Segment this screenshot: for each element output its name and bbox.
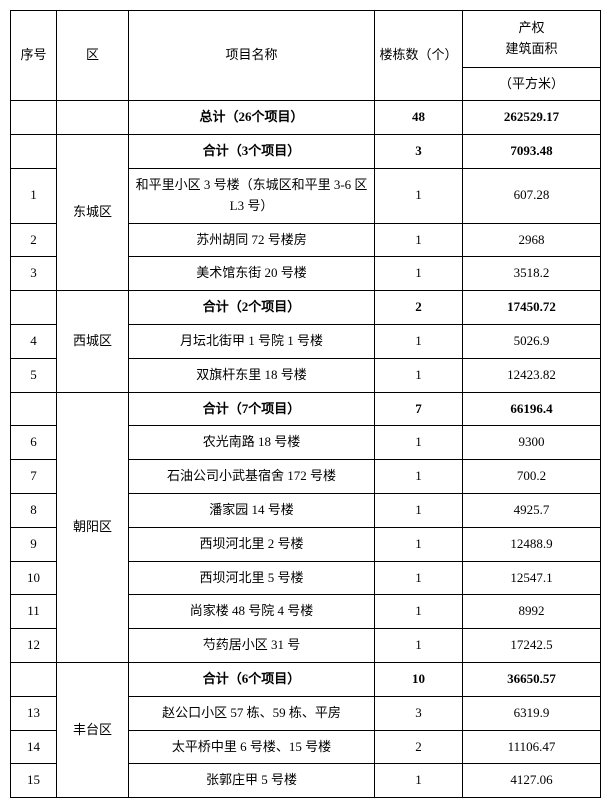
project-name-cell: 美术馆东街 20 号楼 (129, 257, 375, 291)
empty-cell (11, 662, 57, 696)
subtotal-count: 2 (375, 291, 463, 325)
empty-cell (11, 101, 57, 135)
area-size-cell: 12488.9 (463, 527, 601, 561)
area-size-cell: 6319.9 (463, 696, 601, 730)
header-size-unit: （平方米） (463, 67, 601, 101)
empty-cell (11, 135, 57, 169)
header-size: 产权建筑面积 (463, 11, 601, 68)
building-count-cell: 1 (375, 595, 463, 629)
district-cell: 西城区 (57, 291, 129, 392)
project-name-cell: 月坛北街甲 1 号院 1 号楼 (129, 324, 375, 358)
table-row: 东城区合计（3个项目）37093.48 (11, 135, 601, 169)
building-count-cell: 1 (375, 764, 463, 798)
table-row: 西城区合计（2个项目）217450.72 (11, 291, 601, 325)
subtotal-count: 10 (375, 662, 463, 696)
area-size-cell: 11106.47 (463, 730, 601, 764)
area-size-cell: 9300 (463, 426, 601, 460)
project-name-cell: 张郭庄甲 5 号楼 (129, 764, 375, 798)
table-row: 朝阳区合计（7个项目）766196.4 (11, 392, 601, 426)
subtotal-name: 合计（3个项目） (129, 135, 375, 169)
subtotal-name: 合计（2个项目） (129, 291, 375, 325)
project-name-cell: 芍药居小区 31 号 (129, 629, 375, 663)
area-size-cell: 607.28 (463, 168, 601, 223)
building-count-cell: 1 (375, 358, 463, 392)
header-name: 项目名称 (129, 11, 375, 101)
area-size-cell: 12547.1 (463, 561, 601, 595)
area-size-cell: 5026.9 (463, 324, 601, 358)
project-name-cell: 农光南路 18 号楼 (129, 426, 375, 460)
building-count-cell: 2 (375, 730, 463, 764)
area-size-cell: 8992 (463, 595, 601, 629)
project-name-cell: 尚家楼 48 号院 4 号楼 (129, 595, 375, 629)
project-name-cell: 西坝河北里 5 号楼 (129, 561, 375, 595)
district-cell: 朝阳区 (57, 392, 129, 662)
table-row: 总计（26个项目）48262529.17 (11, 101, 601, 135)
seq-cell: 9 (11, 527, 57, 561)
area-size-cell: 3518.2 (463, 257, 601, 291)
project-name-cell: 和平里小区 3 号楼（东城区和平里 3-6 区 L3 号） (129, 168, 375, 223)
area-size-cell: 700.2 (463, 460, 601, 494)
empty-cell (57, 101, 129, 135)
building-count-cell: 1 (375, 493, 463, 527)
project-name-cell: 太平桥中里 6 号楼、15 号楼 (129, 730, 375, 764)
area-size-cell: 17242.5 (463, 629, 601, 663)
building-count-cell: 1 (375, 168, 463, 223)
subtotal-size: 36650.57 (463, 662, 601, 696)
project-name-cell: 潘家园 14 号楼 (129, 493, 375, 527)
project-name-cell: 西坝河北里 2 号楼 (129, 527, 375, 561)
total-name: 总计（26个项目） (129, 101, 375, 135)
empty-cell (11, 291, 57, 325)
building-count-cell: 1 (375, 527, 463, 561)
seq-cell: 13 (11, 696, 57, 730)
project-name-cell: 双旗杆东里 18 号楼 (129, 358, 375, 392)
seq-cell: 14 (11, 730, 57, 764)
project-name-cell: 赵公口小区 57 栋、59 栋、平房 (129, 696, 375, 730)
district-cell: 丰台区 (57, 662, 129, 797)
subtotal-count: 3 (375, 135, 463, 169)
subtotal-count: 7 (375, 392, 463, 426)
seq-cell: 10 (11, 561, 57, 595)
seq-cell: 11 (11, 595, 57, 629)
building-count-cell: 1 (375, 426, 463, 460)
seq-cell: 6 (11, 426, 57, 460)
empty-cell (11, 392, 57, 426)
district-cell: 东城区 (57, 135, 129, 291)
project-table: 序号区项目名称楼栋数（个）产权建筑面积（平方米）总计（26个项目）4826252… (10, 10, 601, 798)
header-area: 区 (57, 11, 129, 101)
subtotal-size: 7093.48 (463, 135, 601, 169)
building-count-cell: 1 (375, 561, 463, 595)
building-count-cell: 1 (375, 460, 463, 494)
project-name-cell: 石油公司小武基宿舍 172 号楼 (129, 460, 375, 494)
building-count-cell: 1 (375, 324, 463, 358)
building-count-cell: 1 (375, 629, 463, 663)
area-size-cell: 12423.82 (463, 358, 601, 392)
area-size-cell: 4925.7 (463, 493, 601, 527)
seq-cell: 1 (11, 168, 57, 223)
header-seq: 序号 (11, 11, 57, 101)
building-count-cell: 1 (375, 257, 463, 291)
total-size: 262529.17 (463, 101, 601, 135)
header-count: 楼栋数（个） (375, 11, 463, 101)
seq-cell: 5 (11, 358, 57, 392)
total-count: 48 (375, 101, 463, 135)
seq-cell: 2 (11, 223, 57, 257)
seq-cell: 15 (11, 764, 57, 798)
seq-cell: 7 (11, 460, 57, 494)
subtotal-size: 66196.4 (463, 392, 601, 426)
project-name-cell: 苏州胡同 72 号楼房 (129, 223, 375, 257)
table-row: 丰台区合计（6个项目）1036650.57 (11, 662, 601, 696)
building-count-cell: 3 (375, 696, 463, 730)
seq-cell: 12 (11, 629, 57, 663)
building-count-cell: 1 (375, 223, 463, 257)
subtotal-name: 合计（7个项目） (129, 392, 375, 426)
subtotal-name: 合计（6个项目） (129, 662, 375, 696)
seq-cell: 3 (11, 257, 57, 291)
seq-cell: 4 (11, 324, 57, 358)
area-size-cell: 2968 (463, 223, 601, 257)
area-size-cell: 4127.06 (463, 764, 601, 798)
seq-cell: 8 (11, 493, 57, 527)
table-row: 序号区项目名称楼栋数（个）产权建筑面积 (11, 11, 601, 68)
subtotal-size: 17450.72 (463, 291, 601, 325)
